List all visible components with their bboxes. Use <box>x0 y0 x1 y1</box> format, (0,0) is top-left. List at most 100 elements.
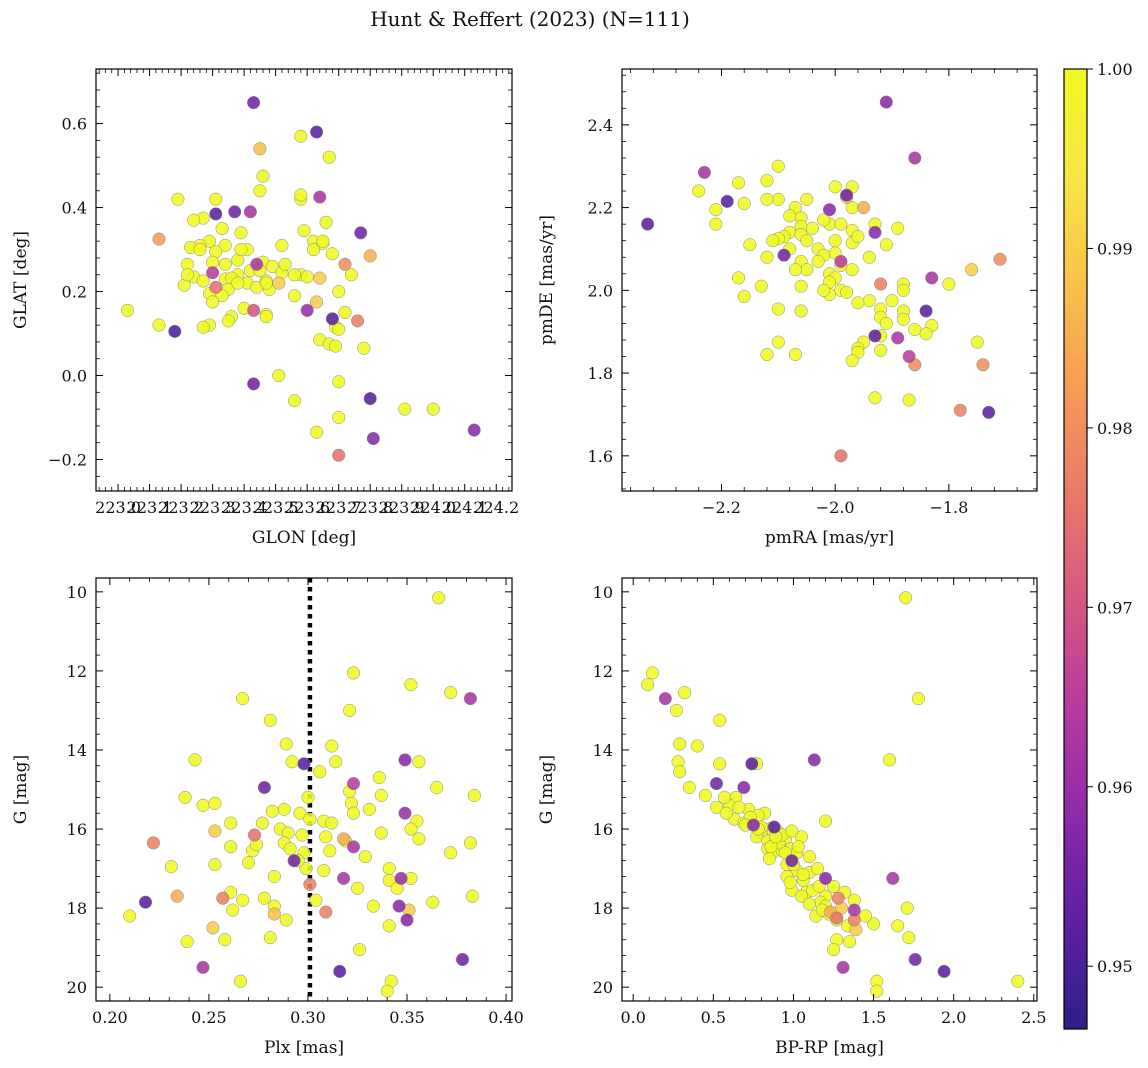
data-point <box>287 268 302 282</box>
data-point <box>313 765 327 779</box>
data-point <box>241 856 256 870</box>
data-point <box>316 234 330 248</box>
data-point <box>196 320 210 334</box>
data-point <box>766 234 780 248</box>
scatter-points <box>123 578 481 1001</box>
data-point <box>879 95 893 109</box>
data-point <box>771 192 785 206</box>
data-point <box>777 248 791 262</box>
data-point <box>218 238 232 252</box>
data-point <box>976 358 990 372</box>
data-point <box>285 755 299 769</box>
data-point <box>123 909 137 923</box>
data-point <box>851 296 865 310</box>
data-point <box>325 312 339 326</box>
data-point <box>209 192 223 206</box>
y-tick-label: 2.0 <box>588 281 613 300</box>
x-tick-label: −2.2 <box>702 498 741 517</box>
data-point <box>193 243 207 257</box>
data-point <box>737 196 751 211</box>
data-point <box>164 860 178 874</box>
x-tick-label: 0.25 <box>191 1008 227 1027</box>
data-point <box>426 402 440 416</box>
data-point <box>845 354 859 368</box>
data-point <box>208 858 222 872</box>
colorbar-tick-label: 1.00 <box>1097 60 1133 79</box>
data-point <box>338 305 352 320</box>
y-tick-label: 0.6 <box>62 115 87 134</box>
scatter-points <box>641 95 1007 463</box>
data-point <box>310 125 324 139</box>
panel-glon-glat: 223.0223.1223.2223.3223.4223.5223.6223.7… <box>11 68 519 548</box>
data-point <box>760 347 774 362</box>
data-point <box>226 903 240 917</box>
data-point <box>187 213 201 227</box>
data-point <box>783 875 797 889</box>
data-point <box>862 250 876 264</box>
data-point <box>834 254 848 268</box>
data-point <box>363 249 377 263</box>
data-point <box>196 274 210 288</box>
y-tick-label: 10 <box>593 583 613 602</box>
data-point <box>303 877 317 891</box>
data-point <box>760 174 774 188</box>
data-point <box>332 284 346 299</box>
data-point <box>209 280 223 294</box>
data-point <box>263 931 277 945</box>
data-point <box>970 335 984 349</box>
x-tick-label: 223.7 <box>316 498 362 517</box>
data-point <box>432 591 446 605</box>
data-point <box>247 828 262 842</box>
y-tick-label: 1.8 <box>588 364 613 383</box>
data-point <box>908 952 922 967</box>
data-point <box>885 294 899 308</box>
data-point <box>319 215 333 229</box>
data-point <box>317 863 331 878</box>
data-point <box>794 304 808 318</box>
x-tick-label: 223.4 <box>221 498 267 517</box>
data-point <box>295 828 309 842</box>
data-point <box>444 686 458 700</box>
data-point <box>810 862 825 876</box>
data-point <box>218 933 232 947</box>
colorbar-tick-label: 0.95 <box>1097 957 1133 976</box>
data-point <box>300 303 314 317</box>
data-point <box>669 703 684 717</box>
data-point <box>257 780 271 795</box>
data-point <box>842 935 857 949</box>
x-tick-label: 223.3 <box>190 498 236 517</box>
y-axis-label: pmDE [mas/yr] <box>537 215 557 345</box>
data-point <box>216 891 230 905</box>
data-point <box>319 830 333 844</box>
x-tick-label: 224.1 <box>442 498 488 517</box>
data-point <box>731 271 746 285</box>
data-point <box>822 203 837 217</box>
data-point <box>138 895 153 909</box>
y-tick-label: 2.4 <box>588 116 613 135</box>
data-point <box>309 893 323 907</box>
data-point <box>351 314 365 328</box>
data-point <box>908 323 922 337</box>
data-point <box>224 816 238 830</box>
data-point <box>259 310 273 324</box>
y-tick-label: 0.4 <box>62 199 87 218</box>
data-point <box>278 257 292 271</box>
data-point <box>236 692 250 706</box>
data-point <box>919 304 933 318</box>
data-point <box>891 919 905 933</box>
data-point <box>467 788 481 802</box>
y-axis-label: GLAT [deg] <box>11 231 31 329</box>
data-point <box>737 289 751 304</box>
data-point <box>817 213 831 227</box>
data-point <box>874 343 888 357</box>
data-point <box>267 869 281 884</box>
data-point <box>463 692 477 706</box>
data-point <box>400 913 414 927</box>
data-point <box>178 790 192 804</box>
x-tick-label: −2.0 <box>816 498 855 517</box>
data-point <box>911 692 925 706</box>
data-point <box>319 905 333 919</box>
data-point <box>891 331 905 345</box>
data-point <box>796 867 810 882</box>
data-point <box>754 279 768 293</box>
